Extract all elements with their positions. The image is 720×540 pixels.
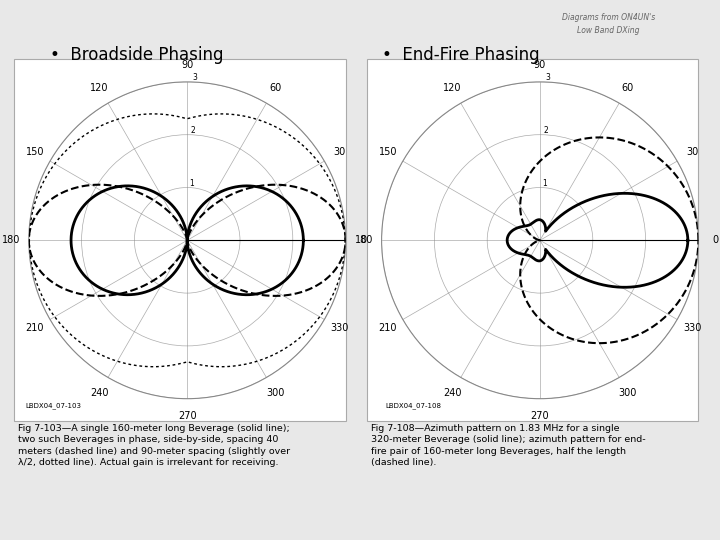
Text: LBDX04_07-103: LBDX04_07-103 xyxy=(25,402,81,409)
Text: •  Broadside Phasing: • Broadside Phasing xyxy=(50,46,224,64)
Text: LBDX04_07-108: LBDX04_07-108 xyxy=(385,402,441,409)
Text: •  End-Fire Phasing: • End-Fire Phasing xyxy=(382,46,539,64)
Text: Fig 7-103—A single 160-meter long Beverage (solid line);
two such Beverages in p: Fig 7-103—A single 160-meter long Bevera… xyxy=(18,424,290,467)
Text: 2: 2 xyxy=(544,126,549,135)
Text: Fig 7-108—Azimuth pattern on 1.83 MHz for a single
320-meter Beverage (solid lin: Fig 7-108—Azimuth pattern on 1.83 MHz fo… xyxy=(371,424,645,467)
Text: 2: 2 xyxy=(191,126,196,135)
Text: 3: 3 xyxy=(546,73,550,82)
Text: Diagrams from ON4UN's
Low Band DXing: Diagrams from ON4UN's Low Band DXing xyxy=(562,14,655,35)
Text: 3: 3 xyxy=(193,73,197,82)
Text: 1: 1 xyxy=(189,179,194,187)
Text: 1: 1 xyxy=(542,179,546,187)
